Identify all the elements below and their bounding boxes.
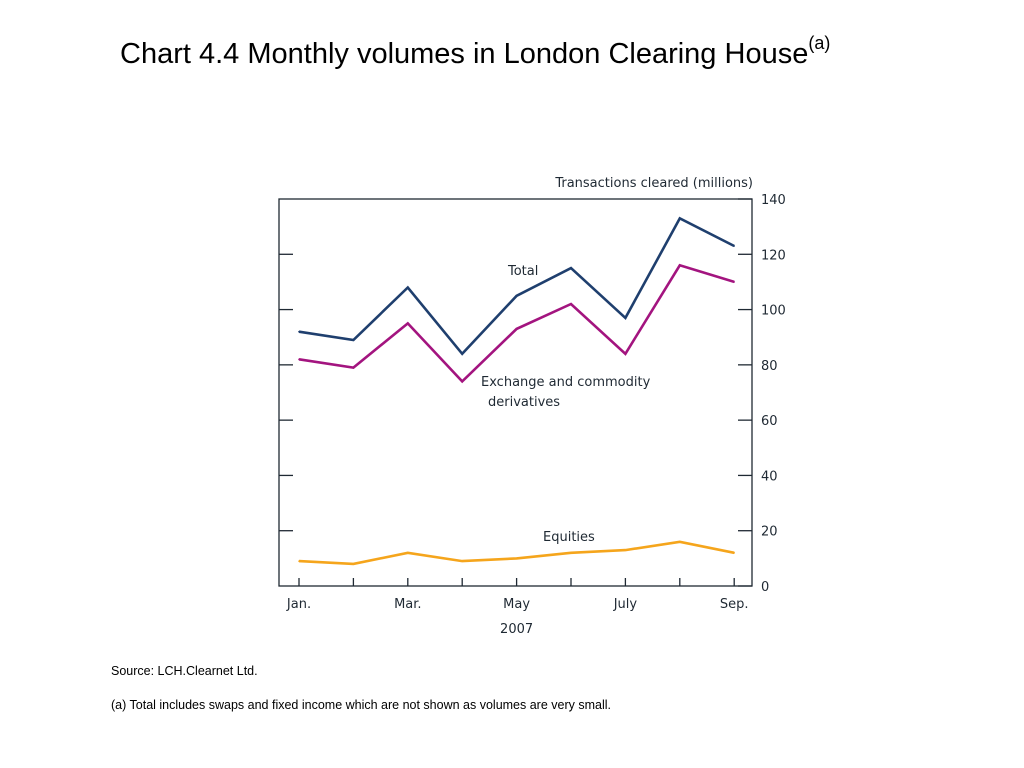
data-point-equities [733,552,735,554]
y-tick-label: 60 [761,414,778,429]
data-point-exchange-and-commodity-derivatives [624,353,627,355]
y-axis: 0 20 40 60 80 100 120 140 [279,193,786,595]
chart-title: Chart 4.4 Monthly volumes in London Clea… [120,34,830,71]
series-lines [298,216,735,566]
data-point-total [679,217,681,220]
x-axis-label: 2007 [500,622,533,637]
y-tick-label: 100 [761,304,786,319]
series-line-total [298,216,735,356]
data-point-exchange-and-commodity-derivatives [407,322,409,325]
y-axis-label: Transactions cleared (millions) [554,176,753,191]
y-tick-label: 140 [761,193,786,208]
footnote: (a) Total includes swaps and fixed incom… [111,698,611,712]
series-label-equities: Equities [543,530,595,545]
series-line-exchange-and-commodity-derivatives [298,263,735,384]
data-point-equities [298,560,300,562]
data-point-equities [407,552,409,554]
chart-title-text: Chart 4.4 Monthly volumes in London Clea… [120,38,809,70]
data-point-equities [515,557,518,560]
series-label-total: Total [507,264,538,279]
data-point-equities [461,560,464,562]
y-tick-label: 80 [761,359,778,374]
data-point-total [461,353,464,355]
data-point-equities [624,549,627,551]
data-point-equities [352,563,355,565]
x-axis: Jan. Mar. May July Sep. [286,578,749,612]
x-tick-label: Sep. [720,597,749,612]
data-point-exchange-and-commodity-derivatives [298,358,300,361]
data-point-exchange-and-commodity-derivatives [570,303,572,305]
series-line-equities [298,540,735,566]
y-tick-label: 120 [761,248,786,263]
data-point-total [515,294,518,297]
data-point-exchange-and-commodity-derivatives [679,264,681,267]
data-point-total [570,267,572,269]
data-point-total [298,330,300,333]
source-note: Source: LCH.Clearnet Ltd. [111,664,258,678]
data-point-total [624,317,627,319]
data-point-equities [679,540,681,543]
data-point-total [352,339,355,341]
x-tick-label: Mar. [394,597,421,612]
series-label-exchange-and-commodity-derivatives: Exchange and commodity [481,375,651,390]
data-point-exchange-and-commodity-derivatives [733,281,735,283]
chart-title-footnote-marker: (a) [808,33,831,53]
y-tick-label: 40 [761,469,778,484]
series-labels: Total Exchange and commodity derivatives Eq… [481,264,651,545]
data-point-exchange-and-commodity-derivatives [461,380,464,383]
data-point-exchange-and-commodity-derivatives [515,328,518,330]
plot-frame [278,198,753,587]
data-point-equities [570,552,572,554]
x-tick-label: Jan. [286,597,311,612]
y-tick-label: 0 [761,580,769,595]
x-tick-label: July [613,597,638,612]
data-point-total [407,286,409,289]
x-tick-label: May [503,597,530,612]
data-point-total [733,245,735,247]
series-label-exchange-and-commodity-derivatives: derivatives [488,395,560,410]
y-tick-label: 20 [761,525,778,540]
data-point-exchange-and-commodity-derivatives [352,366,355,369]
